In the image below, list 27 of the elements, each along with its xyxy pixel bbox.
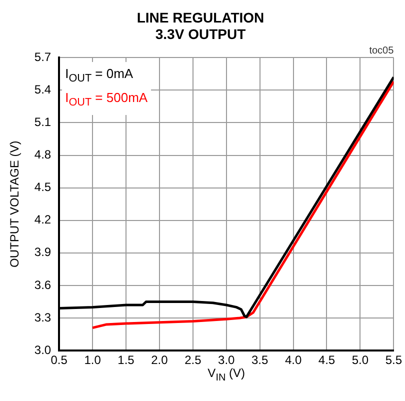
x-tick-label: 2.5 (184, 353, 202, 368)
y-tick-label: 4.8 (34, 148, 52, 162)
x-tick-label: 1.5 (118, 353, 135, 368)
y-axis-title: OUTPUT VOLTAGE (V) (8, 140, 22, 268)
x-tick-label: 2.0 (151, 353, 168, 368)
y-tick-label: 4.5 (34, 180, 52, 194)
x-tick-label: 1.0 (84, 353, 102, 368)
x-tick-label: 0.5 (50, 353, 68, 368)
x-tick-label: 4.0 (284, 353, 302, 368)
x-axis-title: V$_{IN}$ (V) (206, 366, 246, 384)
y-tick-label: 3.9 (34, 245, 52, 260)
x-tick-label: 5.5 (385, 353, 402, 368)
text: I$_{OUT}$ = 0mA (65, 64, 134, 86)
text: I$_{OUT}$ = 500mA (65, 89, 148, 111)
x-tick-label: 3.5 (251, 353, 268, 368)
x-tick-label: 4.5 (318, 353, 336, 368)
y-tick-label: 3.6 (34, 278, 52, 292)
y-tick-label: 3.3 (34, 310, 52, 324)
y-tick-label: 5.4 (34, 82, 52, 96)
x-tick-label: 3.0 (218, 353, 236, 368)
x-tick-label: 5.0 (352, 353, 369, 368)
chart-title: LINE REGULATION 3.3V OUTPUT (136, 9, 264, 42)
y-tick-label: 3.0 (34, 342, 52, 357)
y-tick-label: 5.7 (34, 50, 52, 64)
y-tick-label: 5.1 (34, 115, 52, 130)
text: toc05 (369, 45, 394, 56)
y-tick-label: 4.2 (34, 212, 52, 227)
